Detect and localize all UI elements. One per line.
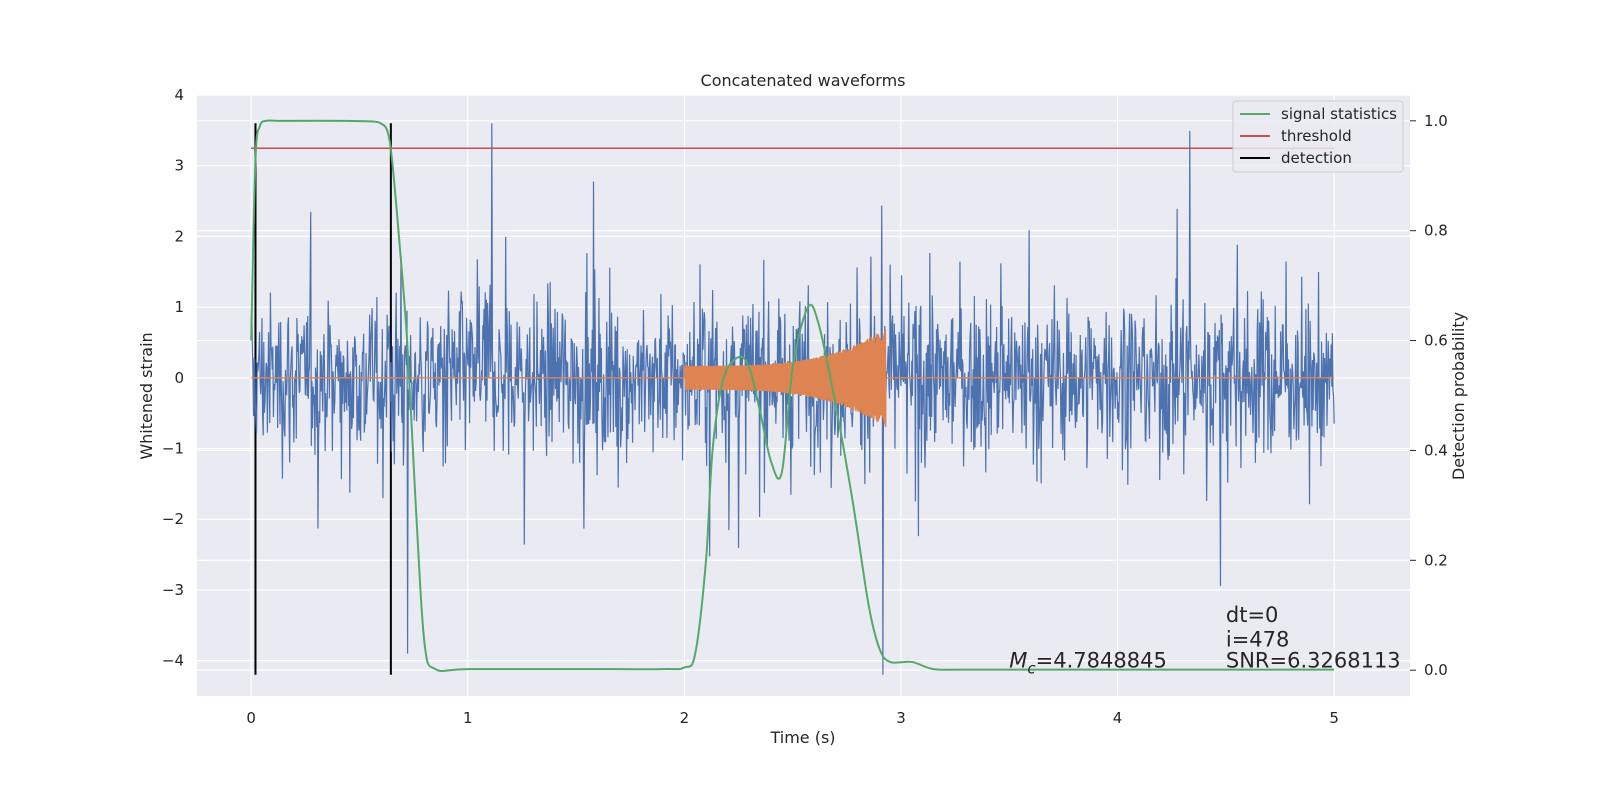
y-tick-label: 0 (174, 369, 184, 387)
y-tick-label: 3 (174, 157, 184, 175)
strain-series (250, 123, 1335, 675)
x-tick-label: 2 (680, 709, 690, 727)
legend-box (1232, 100, 1404, 173)
y-tick-label: −3 (162, 581, 184, 599)
legend-label-detection: detection (1281, 149, 1352, 167)
x-tick-labels: 0 1 2 3 4 5 (246, 709, 1339, 727)
x-tick-label: 3 (896, 709, 906, 727)
x-tick-label: 4 (1113, 709, 1123, 727)
y-tick-label: 2 (174, 227, 184, 245)
x-axis-label: Time (s) (769, 728, 835, 747)
legend: signal statistics threshold detection (1232, 100, 1404, 173)
legend-label-signal-statistics: signal statistics (1281, 105, 1397, 123)
y-tick-label: −4 (162, 652, 184, 670)
annotation-text: dt=0 (1226, 603, 1279, 627)
x-tick-label: 1 (463, 709, 473, 727)
x-tick-label: 5 (1329, 709, 1339, 727)
legend-label-threshold: threshold (1281, 127, 1352, 145)
right-y-tick-label: 0.2 (1424, 551, 1448, 569)
x-tick-label: 0 (246, 709, 256, 727)
annotation-text: i=478 (1226, 628, 1290, 652)
y-tick-label: 4 (174, 86, 184, 104)
right-y-tick-label: 0.0 (1424, 661, 1448, 679)
signal-statistics-series (250, 119, 1335, 673)
y-tick-labels: 4 3 2 1 0 −1 −2 −3 −4 (162, 86, 184, 670)
y-tick-label: −2 (162, 510, 184, 528)
right-y-tick-label: 0.8 (1424, 222, 1448, 240)
y-tick-label: 1 (174, 298, 184, 316)
chart-title: Concatenated waveforms (701, 71, 906, 90)
annotation-text: Mc=4.7848845 (1009, 649, 1167, 678)
strain-line (250, 123, 1335, 675)
right-y-axis-label: Detection probability (1449, 312, 1468, 480)
y-axis-label: Whitened strain (137, 332, 156, 459)
signal-statistics-line (250, 119, 1335, 673)
right-y-tick-label: 0.6 (1424, 332, 1448, 350)
right-y-tick-label: 0.4 (1424, 441, 1448, 459)
annotation-text: SNR=6.3268113 (1226, 649, 1401, 673)
right-y-tick-labels: 1.0 0.8 0.6 0.4 0.2 0.0 (1410, 112, 1448, 679)
y-tick-label: −1 (162, 440, 184, 458)
right-y-tick-label: 1.0 (1424, 112, 1448, 130)
chirp-line (251, 329, 1335, 428)
